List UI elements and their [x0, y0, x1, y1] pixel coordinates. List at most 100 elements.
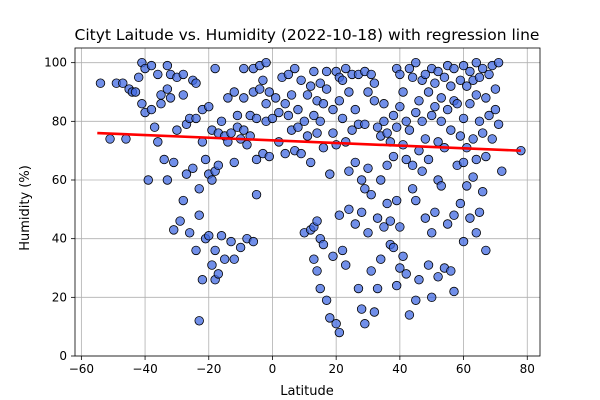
data-point — [312, 128, 322, 138]
data-point — [493, 119, 504, 129]
data-point — [430, 207, 440, 217]
data-point — [471, 154, 482, 165]
data-point — [235, 242, 246, 253]
data-point — [471, 228, 482, 238]
data-point — [484, 110, 494, 121]
data-point — [481, 245, 491, 256]
data-point — [391, 122, 402, 132]
data-point — [337, 245, 348, 256]
data-point — [414, 96, 424, 106]
data-point — [146, 60, 157, 71]
data-point — [280, 99, 290, 109]
data-point — [251, 154, 262, 165]
data-point — [172, 125, 182, 135]
data-point — [264, 151, 274, 162]
data-point — [497, 166, 507, 176]
data-point — [458, 113, 469, 124]
data-points — [95, 57, 526, 338]
data-point — [446, 81, 456, 91]
data-point — [462, 181, 472, 191]
data-point — [442, 104, 453, 115]
data-point — [449, 63, 459, 74]
data-point — [305, 81, 316, 91]
x-tick-label: −60 — [69, 362, 94, 376]
data-point — [490, 84, 501, 94]
data-point — [452, 99, 462, 109]
data-point — [191, 78, 201, 88]
data-point — [341, 260, 351, 270]
data-point — [321, 84, 332, 94]
data-point — [197, 275, 208, 285]
data-point — [439, 72, 450, 83]
data-point — [436, 181, 446, 191]
x-tick-label: 80 — [520, 362, 535, 376]
data-point — [465, 213, 475, 223]
data-point — [258, 75, 268, 85]
data-point — [290, 63, 300, 74]
plot-frame — [74, 47, 541, 357]
data-point — [194, 184, 204, 194]
data-point — [379, 99, 389, 109]
data-point — [350, 157, 360, 168]
data-point — [490, 104, 501, 115]
data-point — [455, 131, 466, 141]
data-point — [191, 113, 201, 124]
data-point — [178, 69, 188, 80]
data-point — [283, 110, 294, 121]
data-point — [458, 157, 469, 168]
data-point — [226, 236, 236, 247]
data-point — [344, 204, 354, 215]
data-point — [286, 90, 297, 100]
y-tick-label: 0 — [59, 349, 67, 363]
data-point — [159, 154, 169, 165]
x-tick-label: 20 — [329, 362, 344, 376]
data-point — [414, 275, 424, 285]
data-point — [210, 63, 220, 74]
data-point — [118, 78, 128, 88]
data-point — [169, 225, 179, 235]
data-point — [248, 236, 259, 247]
data-point — [407, 72, 418, 83]
data-point — [411, 107, 421, 118]
data-point — [105, 134, 115, 144]
data-point — [436, 93, 446, 103]
data-point — [121, 134, 131, 144]
data-point — [474, 72, 485, 83]
data-point — [350, 219, 360, 229]
data-point — [325, 169, 335, 179]
data-point — [264, 87, 274, 97]
data-point — [417, 166, 427, 176]
data-point — [325, 313, 335, 323]
data-point — [420, 134, 431, 144]
data-point — [162, 60, 173, 71]
data-point — [471, 57, 482, 68]
data-point — [162, 84, 173, 94]
data-point — [315, 283, 325, 294]
y-tick-label: 100 — [44, 56, 67, 70]
data-point — [305, 157, 316, 168]
data-point — [296, 148, 306, 159]
data-point — [328, 128, 338, 138]
data-point — [194, 316, 204, 326]
data-point — [369, 78, 380, 88]
data-point — [204, 101, 214, 112]
data-point — [388, 242, 399, 253]
data-point — [382, 128, 392, 138]
data-point — [455, 198, 466, 209]
data-point — [331, 319, 341, 329]
data-point — [411, 195, 421, 206]
data-point — [207, 260, 217, 270]
data-point — [165, 93, 176, 103]
data-point — [328, 104, 338, 115]
data-point — [293, 104, 303, 115]
data-point — [395, 263, 405, 273]
data-point — [356, 304, 367, 314]
x-tick-label: 60 — [456, 362, 471, 376]
data-point — [232, 110, 243, 121]
data-point — [350, 104, 360, 115]
data-point — [169, 157, 179, 168]
data-point — [363, 87, 373, 97]
data-point — [449, 286, 459, 297]
data-point — [146, 104, 157, 115]
data-point — [239, 63, 249, 74]
